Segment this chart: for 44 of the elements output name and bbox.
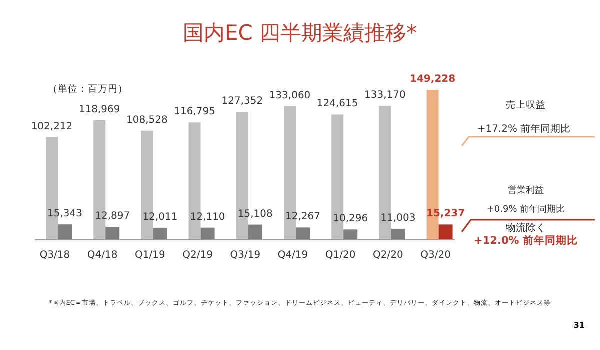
data-label: 127,352 (222, 96, 264, 107)
bar (344, 230, 358, 240)
data-label: 116,795 (174, 106, 216, 118)
data-label: 10,296 (333, 214, 368, 225)
x-tick-label: Q3/18 (40, 250, 70, 261)
text: +12.0% 前年同期比 (474, 234, 578, 247)
bar (106, 227, 120, 240)
data-label: 118,969 (78, 104, 120, 116)
bar (438, 224, 453, 240)
annotation: （単位：百万円） (48, 83, 128, 95)
data-label: 108,528 (126, 114, 168, 126)
text: +0.9% 前年同期比 (486, 204, 566, 215)
data-label: 12,011 (142, 212, 178, 223)
bar (153, 228, 168, 240)
text: 売上収益 (506, 99, 546, 111)
bar (296, 228, 310, 240)
x-tick-label: Q3/19 (230, 250, 261, 261)
chart-title: 国内EC 四半期業績推移* (182, 21, 418, 45)
bar (200, 228, 215, 240)
data-label: 15,343 (48, 208, 82, 220)
data-label: 15,108 (238, 208, 273, 220)
x-tick-label: Q4/18 (87, 250, 118, 261)
x-tick-label: Q3/20 (420, 250, 451, 261)
text: +17.2% 前年同期比 (477, 123, 571, 135)
bar (58, 224, 72, 240)
x-tick-label: Q1/19 (135, 250, 166, 261)
data-label: 102,212 (31, 121, 73, 132)
text: 31 (574, 321, 586, 330)
text: 物流除く (506, 222, 546, 234)
bar (248, 224, 262, 240)
bar (391, 228, 406, 240)
data-label: 11,003 (380, 212, 416, 224)
x-tick-label: Q4/19 (278, 250, 308, 261)
data-label: 124,615 (316, 98, 358, 110)
x-tick-label: Q2/20 (373, 250, 404, 261)
x-tick-label: Q1/20 (325, 250, 356, 261)
text: 営業利益 (508, 185, 544, 196)
data-label: 12,110 (190, 212, 226, 223)
data-label: 12,897 (95, 211, 130, 222)
data-label: 149,228 (410, 74, 456, 85)
data-label: 12,267 (286, 212, 320, 223)
x-tick-label: Q2/19 (182, 250, 213, 261)
data-label: 133,060 (269, 90, 311, 102)
data-label: 133,170 (364, 90, 406, 102)
